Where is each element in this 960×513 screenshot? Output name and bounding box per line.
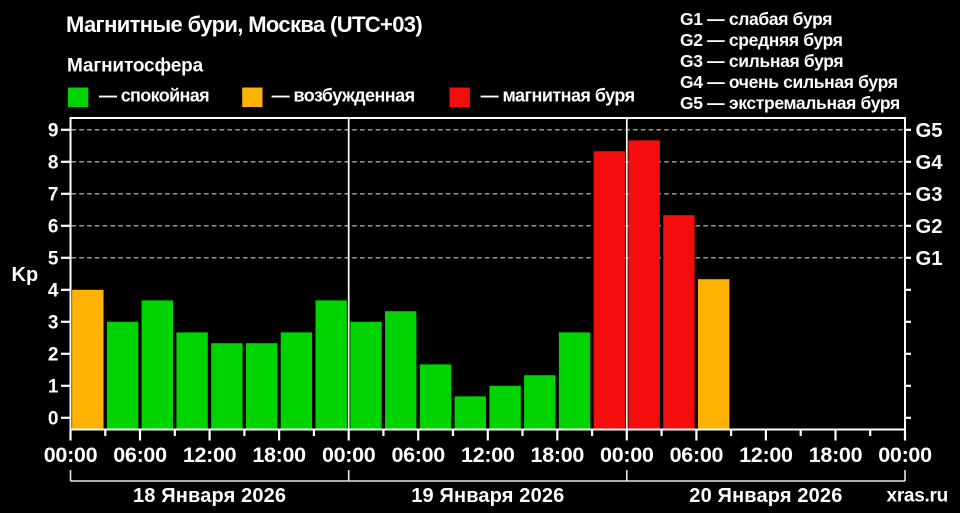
svg-text:12:00: 12:00	[739, 443, 793, 467]
svg-text:G5: G5	[916, 120, 943, 142]
svg-text:7: 7	[48, 185, 59, 206]
svg-text:G2 — средняя буря: G2 — средняя буря	[680, 30, 843, 50]
svg-text:4: 4	[48, 281, 59, 302]
svg-text:2: 2	[48, 345, 59, 366]
svg-text:— магнитная буря: — магнитная буря	[481, 86, 635, 106]
svg-text:12:00: 12:00	[461, 443, 515, 467]
svg-text:3: 3	[48, 313, 59, 334]
svg-text:Магнитные бури, Москва (UTC+03: Магнитные бури, Москва (UTC+03)	[66, 12, 422, 37]
svg-text:G2: G2	[916, 216, 943, 238]
svg-text:G1 — слабая буря: G1 — слабая буря	[680, 9, 832, 29]
svg-text:19 Января 2026: 19 Января 2026	[411, 485, 564, 507]
svg-text:00:00: 00:00	[600, 443, 654, 467]
svg-text:xras.ru: xras.ru	[887, 486, 948, 507]
svg-text:18:00: 18:00	[809, 443, 863, 467]
svg-text:06:00: 06:00	[391, 443, 445, 467]
svg-text:G3 — сильная буря: G3 — сильная буря	[680, 51, 843, 71]
svg-text:— спокойная: — спокойная	[99, 86, 209, 106]
svg-text:G3: G3	[916, 184, 943, 206]
svg-text:6: 6	[48, 217, 59, 238]
svg-text:00:00: 00:00	[322, 443, 376, 467]
svg-text:Kp: Kp	[12, 264, 39, 286]
svg-text:G5 — экстремальная буря: G5 — экстремальная буря	[680, 93, 900, 113]
svg-text:G4: G4	[916, 152, 944, 174]
svg-text:00:00: 00:00	[44, 443, 98, 467]
svg-text:06:00: 06:00	[113, 443, 167, 467]
svg-text:Магнитосфера: Магнитосфера	[67, 56, 204, 77]
svg-text:18:00: 18:00	[531, 443, 585, 467]
svg-text:9: 9	[48, 121, 59, 142]
svg-text:— возбужденная: — возбужденная	[272, 86, 415, 106]
svg-text:18:00: 18:00	[252, 443, 306, 467]
svg-text:20 Января 2026: 20 Января 2026	[689, 485, 842, 507]
svg-text:G1: G1	[916, 248, 943, 270]
svg-text:00:00: 00:00	[878, 443, 932, 467]
svg-text:1: 1	[48, 377, 59, 398]
svg-text:12:00: 12:00	[183, 443, 237, 467]
svg-text:8: 8	[48, 153, 59, 174]
svg-text:06:00: 06:00	[670, 443, 724, 467]
svg-text:5: 5	[48, 249, 59, 270]
svg-text:G4 — очень сильная буря: G4 — очень сильная буря	[680, 72, 898, 92]
svg-text:0: 0	[48, 409, 59, 430]
svg-text:18 Января 2026: 18 Января 2026	[133, 485, 286, 507]
